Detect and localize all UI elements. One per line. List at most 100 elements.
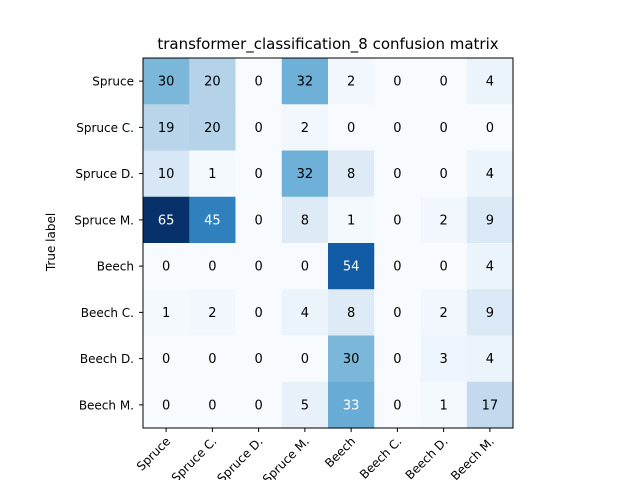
cell-value-label: 0 (301, 352, 309, 367)
heatmap-cell (281, 196, 329, 244)
cell-value-label: 2 (208, 306, 216, 321)
cell-value-label: 0 (393, 306, 401, 321)
y-tick-label: Beech D. (80, 352, 134, 366)
cell-value-label: 1 (347, 213, 355, 228)
x-tick-label: Spruce M. (260, 434, 312, 480)
heatmap-cell (235, 196, 283, 244)
cell-value-label: 2 (439, 306, 447, 321)
x-tick-label: Beech D. (403, 434, 451, 480)
cell-value-label: 20 (204, 121, 221, 136)
heatmap-cell (466, 150, 514, 198)
heatmap-cell (328, 104, 375, 152)
cell-value-label: 0 (254, 352, 262, 367)
heatmap-cell (420, 104, 468, 152)
cell-value-label: 32 (297, 167, 314, 182)
x-tick-label: Beech (322, 434, 358, 470)
heatmap-cell (143, 335, 190, 383)
cell-value-label: 65 (158, 213, 175, 228)
cell-value-label: 2 (439, 213, 447, 228)
heatmap-cell (235, 104, 283, 152)
cell-value-label: 0 (393, 398, 401, 413)
cell-value-label: 0 (439, 260, 447, 275)
cell-value-label: 0 (254, 306, 262, 321)
cell-value-label: 0 (208, 352, 216, 367)
heatmap-cell (281, 289, 329, 337)
heatmap-cell (328, 150, 375, 198)
heatmap-cell (374, 58, 422, 105)
x-tick-label: Spruce C. (169, 434, 220, 480)
cell-value-label: 4 (486, 167, 494, 182)
cell-value-label: 32 (297, 75, 314, 90)
chart-title: transformer_classification_8 confusion m… (157, 35, 498, 54)
cell-value-label: 0 (393, 167, 401, 182)
y-tick-label: Spruce D. (75, 167, 134, 181)
heatmap-cell (466, 335, 514, 383)
y-tick-label: Beech (97, 260, 134, 274)
heatmap-cell (420, 289, 468, 337)
heatmap-cell (328, 289, 375, 337)
heatmap-cell (143, 104, 190, 152)
cell-value-label: 1 (162, 306, 170, 321)
heatmap-cell (189, 196, 237, 244)
cell-value-label: 0 (162, 352, 170, 367)
cell-value-label: 17 (482, 398, 499, 413)
cell-value-label: 1 (208, 167, 216, 182)
heatmap-cell (420, 335, 468, 383)
cell-value-label: 20 (204, 75, 221, 90)
cell-value-label: 0 (347, 121, 355, 136)
heatmap-cell (328, 335, 375, 383)
cell-value-label: 0 (393, 121, 401, 136)
heatmap-cell (420, 381, 468, 429)
heatmap-cell (466, 104, 514, 152)
heatmap-cell (374, 381, 422, 429)
heatmap-cell (189, 150, 237, 198)
cell-value-label: 30 (343, 352, 360, 367)
heatmap-cell (235, 335, 283, 383)
cell-value-label: 0 (254, 167, 262, 182)
cell-value-labels: 30 20 0 32 2 0 0 419 20 0 2 0 0 0 010 1 0 32 8 0 0 465 45 0 8 1 0 2… (158, 75, 498, 414)
heatmap-cell (143, 289, 190, 337)
heatmap-cell (281, 335, 329, 383)
heatmap-cell (420, 58, 468, 105)
heatmap-cell (143, 58, 190, 105)
cell-value-label: 0 (254, 398, 262, 413)
cell-value-label: 1 (439, 398, 447, 413)
cell-value-label: 9 (486, 306, 494, 321)
heatmap-cell (374, 289, 422, 337)
heatmap-cell (328, 196, 375, 244)
cell-value-label: 0 (162, 260, 170, 275)
cell-value-label: 3 (439, 352, 447, 367)
y-tick-label: Spruce M. (74, 213, 134, 227)
cell-value-label: 30 (158, 75, 175, 90)
cell-value-label: 0 (439, 75, 447, 90)
heatmap-cell (235, 58, 283, 105)
heatmap-cell (189, 104, 237, 152)
cell-value-label: 0 (301, 260, 309, 275)
y-axis-ticks: Spruce Spruce C. Spruce D. Spruce M. Beech Be… (74, 75, 143, 412)
cell-value-label: 45 (204, 213, 221, 228)
cell-value-label: 10 (158, 167, 175, 182)
cell-value-label: 0 (439, 167, 447, 182)
heatmap-cell (374, 150, 422, 198)
heatmap-cell (466, 196, 514, 244)
heatmap-cell (420, 243, 468, 290)
x-tick-label: Beech M. (448, 434, 497, 480)
cell-value-label: 8 (347, 306, 355, 321)
heatmap-cell (466, 58, 514, 105)
heatmap-cell (328, 58, 375, 105)
y-tick-label: Spruce C. (76, 121, 134, 135)
cell-value-label: 0 (254, 260, 262, 275)
heatmap-cell (189, 381, 237, 429)
heatmap-cell (281, 243, 329, 290)
cell-value-label: 4 (486, 352, 494, 367)
cell-value-label: 4 (486, 75, 494, 90)
heatmap-cell (235, 150, 283, 198)
heatmap-cell (235, 381, 283, 429)
heatmap-cell (328, 381, 375, 429)
heatmap-cell (189, 243, 237, 290)
heatmap-cell (143, 150, 190, 198)
cell-value-label: 0 (162, 398, 170, 413)
heatmap-cell (281, 104, 329, 152)
